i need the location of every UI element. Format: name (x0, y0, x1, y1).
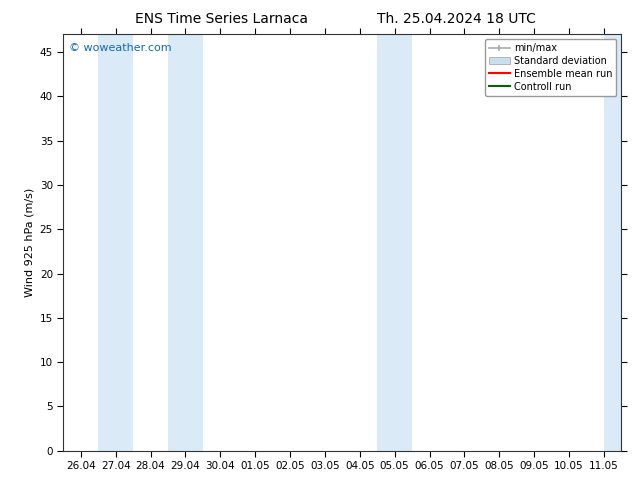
Text: Th. 25.04.2024 18 UTC: Th. 25.04.2024 18 UTC (377, 12, 536, 26)
Y-axis label: Wind 925 hPa (m/s): Wind 925 hPa (m/s) (24, 188, 34, 297)
Bar (98, 34, 133, 451)
Text: ENS Time Series Larnaca: ENS Time Series Larnaca (136, 12, 308, 26)
Text: © woweather.com: © woweather.com (69, 43, 172, 52)
Bar (377, 34, 412, 451)
Bar (604, 34, 621, 451)
Bar (168, 34, 203, 451)
Legend: min/max, Standard deviation, Ensemble mean run, Controll run: min/max, Standard deviation, Ensemble me… (485, 39, 616, 96)
